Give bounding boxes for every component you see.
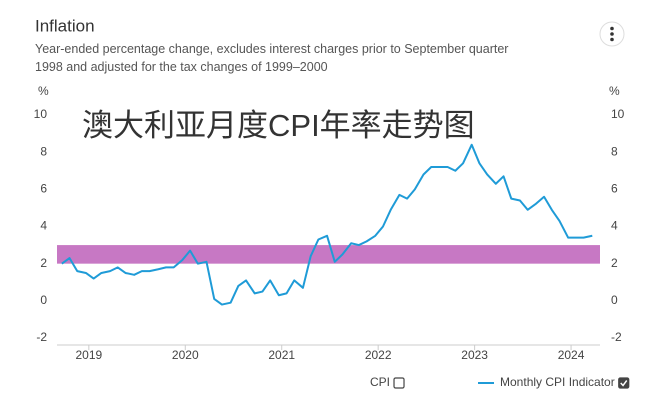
y-tick-label: 2 bbox=[40, 256, 47, 270]
x-tick-label: 2022 bbox=[365, 348, 392, 362]
y-tick-label: -2 bbox=[36, 330, 47, 344]
y2-tick-label: 10 bbox=[611, 107, 625, 121]
menu-button[interactable] bbox=[599, 21, 625, 47]
legend-checkbox[interactable] bbox=[618, 377, 630, 389]
y-tick-label: 8 bbox=[40, 144, 47, 158]
x-tick-label: 2020 bbox=[172, 348, 199, 362]
x-tick-label: 2019 bbox=[75, 348, 102, 362]
y2-tick-label: 2 bbox=[611, 256, 618, 270]
y2-tick-label: 0 bbox=[611, 293, 618, 307]
y2-tick-label: -2 bbox=[611, 330, 622, 344]
y-tick-label: 0 bbox=[40, 293, 47, 307]
series-line bbox=[61, 143, 593, 306]
x-tick-label: 2024 bbox=[558, 348, 585, 362]
annotation: 澳大利亚月度CPI年率走势图 bbox=[82, 108, 475, 143]
y-tick-label: 10 bbox=[34, 107, 48, 121]
legend-item[interactable]: CPI bbox=[370, 375, 405, 389]
y2-tick-label: 4 bbox=[611, 219, 618, 233]
chart-title: Inflation bbox=[35, 16, 95, 35]
y2-tick-label: 6 bbox=[611, 182, 618, 196]
y-tick-label: 4 bbox=[40, 219, 47, 233]
y-tick-label: 6 bbox=[40, 182, 47, 196]
checkmark bbox=[620, 380, 628, 387]
target-band bbox=[57, 245, 600, 264]
legend-checkbox[interactable] bbox=[393, 377, 405, 389]
y2-unit: % bbox=[609, 84, 620, 98]
chart-subtitle: Year-ended percentage change, excludes i… bbox=[35, 42, 509, 74]
y-unit: % bbox=[38, 84, 49, 98]
y2-tick-label: 8 bbox=[611, 144, 618, 158]
legend-label: Monthly CPI Indicator bbox=[500, 375, 615, 389]
x-tick-label: 2023 bbox=[461, 348, 488, 362]
legend-label: CPI bbox=[370, 375, 390, 389]
x-tick-label: 2021 bbox=[268, 348, 295, 362]
legend-item[interactable]: Monthly CPI Indicator bbox=[478, 375, 630, 389]
